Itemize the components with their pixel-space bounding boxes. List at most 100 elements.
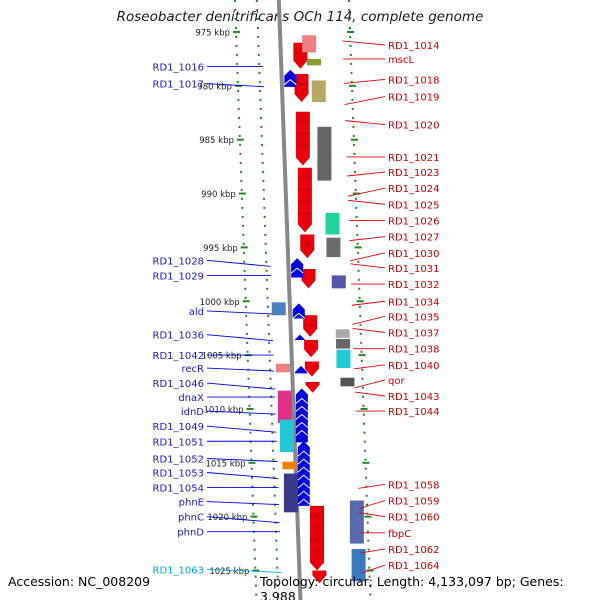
gene-label-left: RD1_1036 (153, 331, 204, 342)
gene-label-left: RD1_1042 (153, 351, 204, 362)
leader-line-left (206, 310, 273, 315)
gene-segment-chevron (295, 413, 309, 420)
leader-line-right (349, 236, 386, 242)
gene-label-right: RD1_1030 (388, 249, 439, 260)
leader-line-right (358, 483, 386, 489)
gene-label-left: RD1_1051 (153, 437, 204, 448)
blast-hit-box (311, 80, 326, 103)
leader-line-left (206, 410, 276, 415)
blast-hit-box (325, 212, 340, 235)
blast-hit-box (335, 329, 350, 338)
leader-line-right (360, 548, 386, 554)
forward-gene-arrow (300, 234, 315, 259)
blast-hit-box (279, 419, 294, 453)
gene-segment-chevron (292, 312, 306, 319)
tick-label: 980 kbp (197, 82, 232, 92)
gene-label-right: RD1_1064 (388, 561, 439, 572)
leader-line-left (206, 367, 275, 372)
reverse-gene-arrow (293, 334, 306, 341)
gene-segment-chevron (290, 267, 304, 274)
leader-line-right (359, 500, 386, 509)
gene-label-left: phnC (178, 513, 204, 524)
leader-line-right (359, 512, 386, 518)
blast-hit-box (306, 58, 321, 66)
accession-text: Accession: NC_008209 (8, 574, 151, 589)
gene-label-right: RD1_1025 (388, 200, 439, 211)
gene-label-right: RD1_1024 (388, 184, 439, 195)
leader-line-left (206, 472, 279, 479)
gene-label-right: RD1_1062 (388, 545, 439, 556)
leader-line-right (354, 379, 386, 389)
gene-label-left: phnE (179, 498, 204, 509)
genome-title: Roseobacter denitrificans OCh 114, compl… (116, 9, 484, 25)
reverse-gene-arrow (297, 441, 310, 506)
blast-hit-box (302, 35, 317, 53)
leader-line-right (352, 328, 386, 333)
gene-segment-chevron (295, 421, 309, 428)
forward-gene-arrow (304, 340, 319, 358)
gene-label-right: mscL (388, 55, 414, 66)
gene-label-left: RD1_1063 (153, 565, 204, 576)
gene-segment-chevron (297, 498, 311, 505)
forward-gene-arrow (305, 382, 320, 393)
gene-label-right: RD1_1038 (388, 345, 439, 356)
gene-label-left: ald (189, 307, 204, 318)
gene-label-right: RD1_1018 (388, 75, 439, 86)
forward-gene-arrow (304, 361, 319, 377)
blast-hit-box (349, 500, 364, 544)
blast-hit-box (275, 363, 290, 373)
gene-label-right: RD1_1014 (388, 41, 439, 52)
gene-label-left: RD1_1017 (153, 80, 204, 91)
tick-label: 1000 kbp (200, 298, 240, 308)
gene-label-left: recR (182, 364, 205, 375)
gene-label-right: RD1_1026 (388, 216, 439, 227)
forward-gene-arrow (294, 74, 309, 103)
leader-line-left (206, 425, 277, 433)
leader-line-left (206, 501, 280, 506)
tick-label: 995 kbp (203, 244, 238, 254)
gene-segment-chevron (297, 450, 311, 457)
gene-segment-chevron (295, 429, 309, 436)
leader-line-right (361, 564, 386, 574)
tick-label: 975 kbp (195, 29, 230, 39)
topology-text: Topology: circular; Length: 4,133,097 bp… (260, 574, 564, 600)
gene-segment-chevron (295, 397, 309, 404)
leader-line-left (206, 259, 271, 267)
forward-gene-arrow (295, 111, 310, 166)
gene-label-right: RD1_1035 (388, 312, 439, 323)
leader-line-right (352, 315, 386, 325)
gene-label-right: RD1_1032 (388, 280, 439, 291)
forward-gene-arrow (297, 167, 312, 233)
gene-segment-chevron (295, 405, 309, 412)
tick-label: 1015 kbp (205, 459, 245, 469)
blast-hit-box (336, 349, 351, 369)
gene-label-left: RD1_1052 (153, 454, 204, 465)
reverse-gene-arrow (284, 69, 297, 87)
gene-label-right: RD1_1043 (388, 392, 439, 403)
gene-segment-chevron (297, 458, 311, 465)
gene-label-right: RD1_1021 (388, 153, 439, 164)
gene-label-left: phnD (177, 528, 204, 539)
gene-label-left: RD1_1046 (153, 379, 204, 390)
gene-label-right: RD1_1059 (388, 496, 439, 507)
leader-line-right (347, 171, 386, 177)
leader-line-left (206, 382, 275, 390)
gene-label-left: idnD (181, 407, 204, 418)
leader-line-left (206, 334, 274, 342)
dotted-rail-right (347, 0, 372, 600)
leader-line-left (206, 83, 264, 88)
blast-hit-box (340, 377, 355, 387)
gene-label-right: qor (388, 376, 405, 387)
gene-label-left: RD1_1053 (153, 468, 204, 479)
reverse-gene-arrow (292, 303, 305, 319)
blast-hit-box (336, 338, 351, 349)
gene-label-right: RD1_1034 (388, 297, 439, 308)
leader-line-right (348, 199, 386, 205)
tick-label: 990 kbp (201, 190, 236, 200)
gene-label-right: RD1_1060 (388, 513, 439, 524)
gene-label-left: RD1_1016 (153, 62, 204, 73)
leader-line-right (345, 120, 386, 126)
gene-label-left: RD1_1028 (153, 256, 204, 267)
leader-line-right (350, 252, 386, 262)
